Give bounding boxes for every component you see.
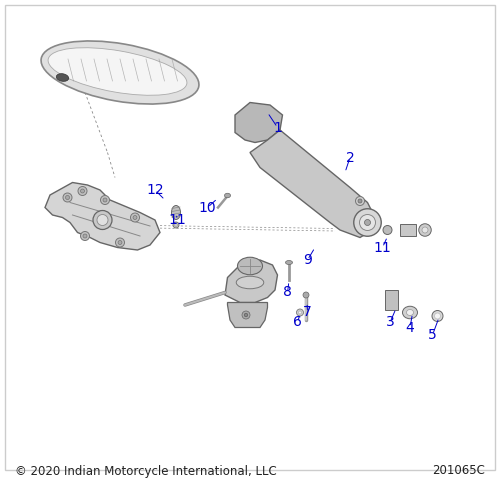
- Ellipse shape: [360, 214, 376, 230]
- Ellipse shape: [236, 276, 264, 289]
- FancyBboxPatch shape: [385, 290, 398, 310]
- Ellipse shape: [238, 257, 262, 275]
- Text: 11: 11: [168, 213, 186, 227]
- Ellipse shape: [286, 260, 292, 264]
- Ellipse shape: [432, 310, 443, 322]
- Text: 10: 10: [198, 200, 216, 214]
- Ellipse shape: [118, 240, 122, 244]
- Ellipse shape: [56, 74, 68, 82]
- Text: 4: 4: [406, 320, 414, 334]
- Text: 1: 1: [273, 120, 282, 134]
- Ellipse shape: [103, 198, 107, 202]
- Polygon shape: [225, 260, 278, 302]
- Ellipse shape: [97, 214, 108, 226]
- Ellipse shape: [63, 193, 72, 202]
- Text: 11: 11: [374, 240, 392, 254]
- Polygon shape: [45, 182, 160, 250]
- Ellipse shape: [354, 209, 382, 236]
- Ellipse shape: [296, 309, 304, 316]
- Ellipse shape: [116, 238, 124, 247]
- Ellipse shape: [358, 199, 362, 203]
- Text: 8: 8: [283, 286, 292, 300]
- Text: © 2020 Indian Motorcycle International, LLC: © 2020 Indian Motorcycle International, …: [15, 464, 277, 477]
- Ellipse shape: [100, 196, 110, 204]
- Text: 7: 7: [303, 306, 312, 320]
- Text: 201065C: 201065C: [432, 464, 485, 477]
- Ellipse shape: [364, 220, 370, 226]
- Ellipse shape: [224, 193, 230, 198]
- Ellipse shape: [78, 186, 87, 196]
- Ellipse shape: [83, 234, 87, 238]
- Polygon shape: [228, 302, 268, 328]
- Ellipse shape: [434, 313, 440, 319]
- Ellipse shape: [402, 306, 417, 319]
- Ellipse shape: [175, 224, 177, 226]
- Polygon shape: [250, 130, 375, 238]
- Text: 6: 6: [293, 316, 302, 330]
- Ellipse shape: [406, 310, 414, 316]
- Ellipse shape: [66, 196, 70, 200]
- Ellipse shape: [303, 292, 309, 298]
- Text: 12: 12: [146, 183, 164, 197]
- Ellipse shape: [242, 311, 250, 319]
- Ellipse shape: [244, 313, 248, 317]
- Ellipse shape: [48, 48, 187, 96]
- Ellipse shape: [130, 213, 140, 222]
- Text: 5: 5: [428, 328, 437, 342]
- Ellipse shape: [93, 210, 112, 230]
- Ellipse shape: [172, 206, 180, 220]
- Ellipse shape: [298, 311, 302, 314]
- Ellipse shape: [173, 222, 179, 228]
- Ellipse shape: [383, 226, 392, 234]
- Ellipse shape: [133, 216, 137, 220]
- Polygon shape: [235, 102, 282, 142]
- Text: 3: 3: [386, 316, 394, 330]
- Ellipse shape: [356, 196, 364, 205]
- Ellipse shape: [422, 227, 428, 233]
- Ellipse shape: [80, 232, 90, 240]
- Text: 2: 2: [346, 150, 354, 164]
- Ellipse shape: [419, 224, 431, 236]
- Ellipse shape: [80, 189, 84, 193]
- Ellipse shape: [41, 41, 199, 104]
- Text: 9: 9: [303, 253, 312, 267]
- FancyBboxPatch shape: [400, 224, 416, 236]
- FancyBboxPatch shape: [5, 5, 495, 470]
